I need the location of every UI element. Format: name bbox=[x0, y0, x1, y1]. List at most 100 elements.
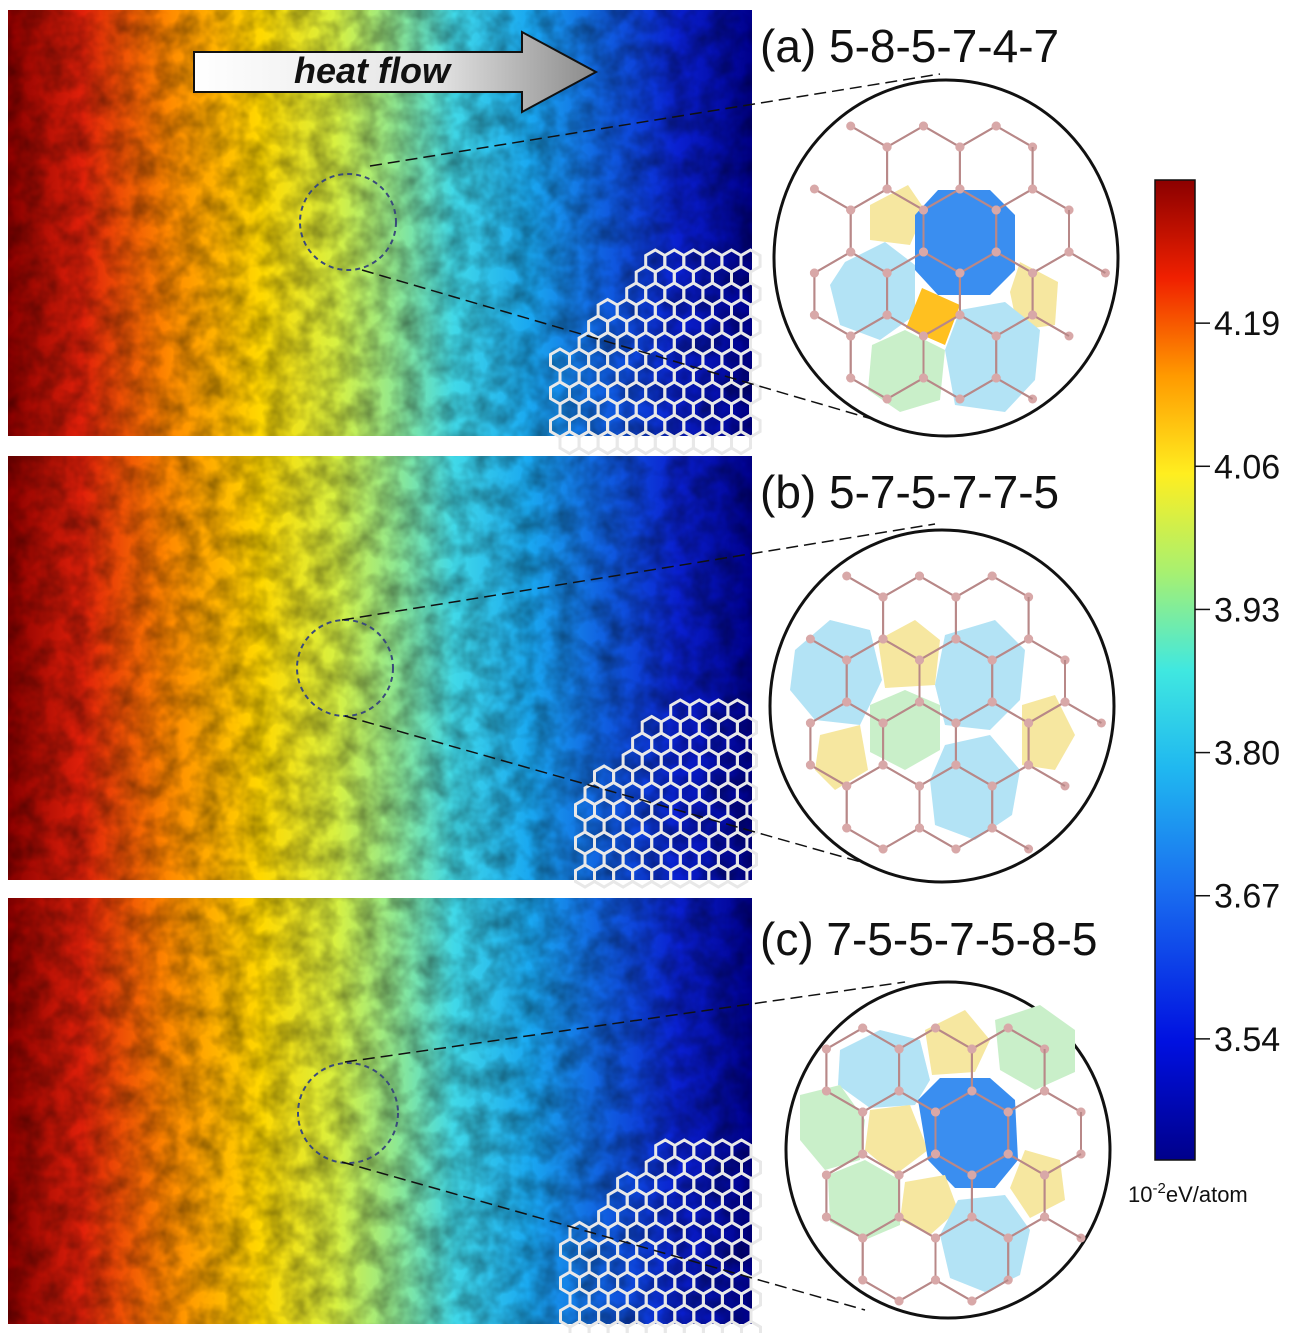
graphene-lattice-b bbox=[574, 698, 758, 889]
atom bbox=[931, 1233, 940, 1243]
bond bbox=[882, 575, 920, 598]
bond bbox=[995, 125, 1034, 148]
heptagon-ring bbox=[930, 735, 1020, 840]
defect-highlight-c bbox=[297, 1062, 399, 1164]
bond bbox=[959, 125, 997, 148]
atom bbox=[894, 1086, 904, 1096]
atom bbox=[1003, 1233, 1013, 1243]
zoom-line-b-bottom bbox=[344, 715, 876, 867]
pentagon-ring bbox=[865, 1105, 928, 1175]
atom bbox=[919, 331, 928, 341]
atom bbox=[1060, 697, 1070, 707]
bond bbox=[846, 701, 884, 724]
bond bbox=[991, 575, 1030, 598]
bond bbox=[959, 314, 997, 337]
colorbar: 4.19 4.06 3.93 3.80 3.67 3.54 10-2eV/atom bbox=[1128, 179, 1280, 1207]
bond bbox=[923, 188, 961, 211]
atom bbox=[1040, 1086, 1050, 1096]
atom bbox=[878, 718, 888, 728]
atom bbox=[842, 781, 852, 791]
atom bbox=[805, 634, 815, 644]
atom bbox=[915, 823, 924, 833]
bond bbox=[898, 1090, 936, 1113]
bond bbox=[882, 701, 920, 724]
atom bbox=[882, 310, 892, 320]
atom bbox=[1003, 1107, 1013, 1117]
heptagon-ring bbox=[830, 242, 915, 340]
atom bbox=[1040, 1212, 1050, 1222]
bond bbox=[935, 1216, 973, 1239]
atom bbox=[987, 655, 997, 665]
atom bbox=[1024, 760, 1034, 770]
atom bbox=[882, 184, 892, 194]
colorbar-unit: 10-2eV/atom bbox=[1128, 1180, 1248, 1207]
atom bbox=[991, 121, 1001, 131]
panel-label-a: (a) 5-8-5-7-4-7 bbox=[760, 20, 1059, 72]
atom bbox=[858, 1275, 868, 1285]
bond bbox=[862, 1279, 900, 1302]
atom bbox=[919, 205, 928, 215]
atom bbox=[821, 1086, 831, 1096]
colorbar-ticks: 4.19 4.06 3.93 3.80 3.67 3.54 bbox=[1195, 305, 1280, 1059]
bond bbox=[813, 188, 852, 211]
panel-a-contour-map: heat flow bbox=[8, 10, 941, 456]
atom bbox=[894, 1044, 904, 1054]
atom bbox=[931, 1275, 940, 1285]
bond bbox=[886, 188, 924, 211]
bond bbox=[1028, 638, 1066, 661]
bond bbox=[991, 764, 1030, 787]
atom bbox=[1028, 184, 1038, 194]
colorbar-tick-label: 4.06 bbox=[1214, 448, 1280, 486]
bond bbox=[850, 125, 888, 148]
bond bbox=[935, 1153, 973, 1176]
bond bbox=[825, 1027, 864, 1050]
atom bbox=[858, 1149, 868, 1159]
atom bbox=[1003, 1149, 1013, 1159]
atom bbox=[987, 571, 997, 581]
atom bbox=[931, 1107, 940, 1117]
atom bbox=[805, 760, 815, 770]
atom bbox=[1028, 268, 1038, 278]
hex-lattice-c bbox=[821, 1023, 1086, 1306]
colorbar-tick-label: 3.54 bbox=[1214, 1021, 1280, 1059]
atom bbox=[846, 121, 856, 131]
bond bbox=[1044, 1153, 1082, 1176]
bond bbox=[825, 1153, 864, 1176]
bond bbox=[1028, 764, 1066, 787]
bond bbox=[991, 827, 1030, 850]
atom bbox=[987, 697, 997, 707]
bond bbox=[886, 125, 924, 148]
atom bbox=[1028, 310, 1038, 320]
bond bbox=[923, 314, 961, 337]
bond bbox=[882, 764, 920, 787]
bond bbox=[809, 764, 848, 787]
bond bbox=[825, 1090, 864, 1113]
bond bbox=[1032, 314, 1070, 337]
atom bbox=[882, 268, 892, 278]
bond bbox=[1007, 1153, 1046, 1176]
atom bbox=[858, 1233, 868, 1243]
bond bbox=[886, 251, 924, 274]
bond bbox=[886, 377, 924, 400]
atom bbox=[882, 142, 892, 152]
bond bbox=[959, 188, 997, 211]
defect-zoom-c bbox=[784, 980, 1112, 1320]
bond bbox=[813, 251, 852, 274]
atom bbox=[1024, 634, 1034, 644]
panel-label-c: (c) 7-5-5-7-5-8-5 bbox=[760, 913, 1097, 965]
atom bbox=[991, 331, 1001, 341]
atom bbox=[882, 394, 892, 404]
panel-label-b: (b) 5-7-5-7-7-5 bbox=[760, 466, 1059, 518]
colorbar-tick-label: 3.67 bbox=[1214, 878, 1280, 916]
pentagon-ring bbox=[900, 1175, 958, 1235]
zoom-content-a bbox=[809, 121, 1110, 412]
bond bbox=[955, 764, 993, 787]
atom bbox=[894, 1170, 904, 1180]
pentagon-ring bbox=[1022, 695, 1075, 770]
atom bbox=[915, 571, 924, 581]
zoom-line-a-bottom bbox=[361, 269, 931, 437]
graphene-lattice-a bbox=[549, 248, 762, 456]
bond bbox=[862, 1090, 900, 1113]
atom bbox=[821, 1212, 831, 1222]
